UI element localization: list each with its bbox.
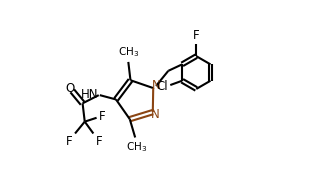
Text: HN: HN	[81, 88, 99, 101]
Text: F: F	[99, 110, 105, 123]
Text: Cl: Cl	[156, 80, 168, 93]
Text: F: F	[66, 135, 73, 148]
Text: CH$_3$: CH$_3$	[118, 45, 139, 59]
Text: F: F	[95, 135, 102, 148]
Text: N: N	[151, 79, 160, 92]
Text: N: N	[151, 108, 160, 121]
Text: O: O	[65, 82, 75, 95]
Text: CH$_3$: CH$_3$	[126, 140, 147, 154]
Text: F: F	[193, 29, 200, 42]
